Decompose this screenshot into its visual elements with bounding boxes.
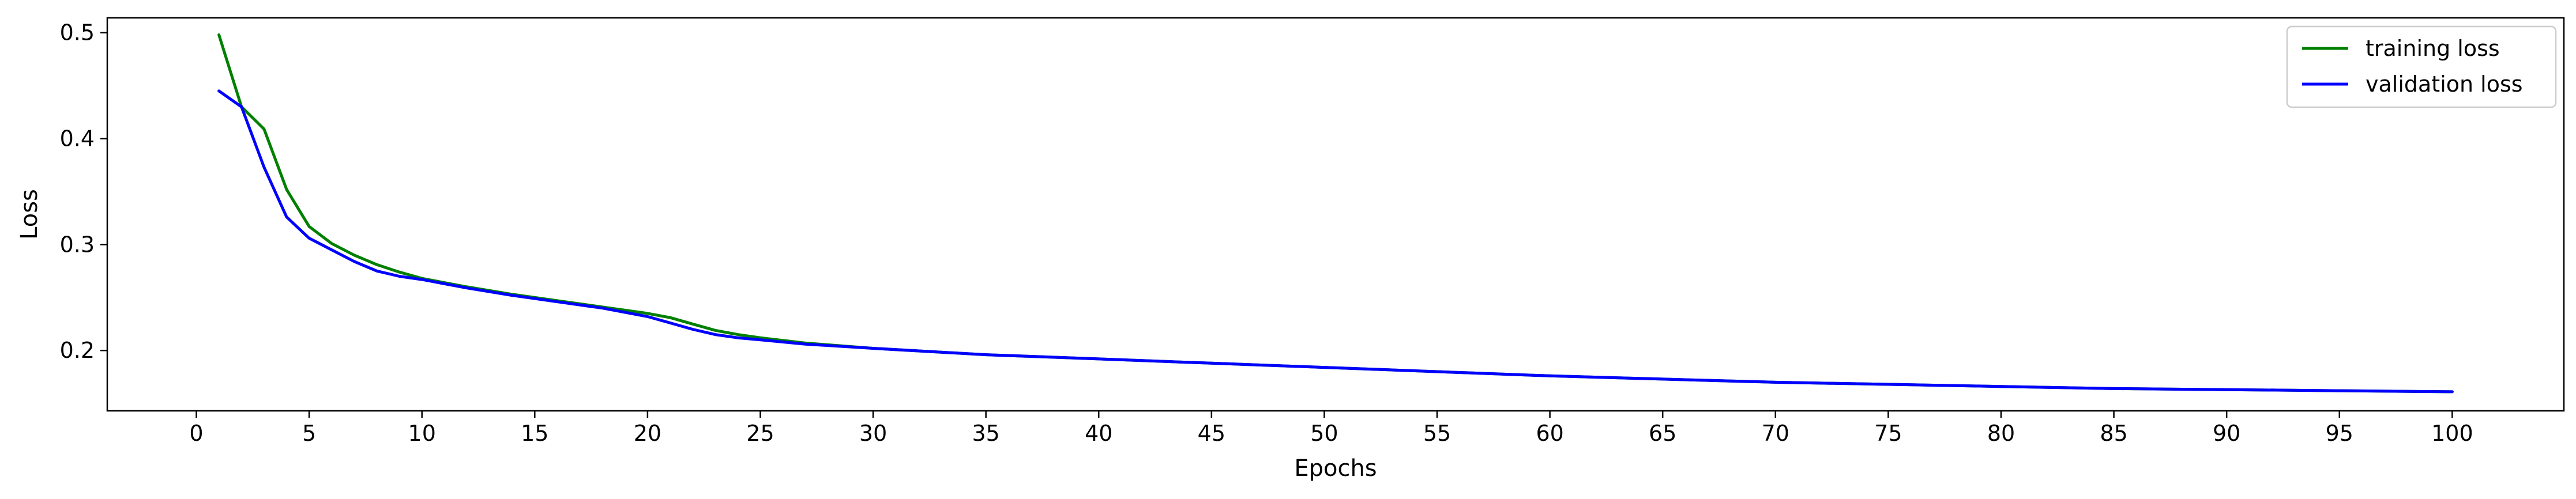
legend: training loss validation loss (2286, 25, 2557, 108)
x-tick-label-30: 30 (859, 421, 887, 446)
plot-area (107, 18, 2564, 411)
x-tick-label-55: 55 (1423, 421, 1451, 446)
x-tick-label-100: 100 (2431, 421, 2473, 446)
x-axis-title: Epochs (1294, 455, 1377, 482)
y-axis: 0.2 0.3 0.4 0.5 (60, 20, 107, 363)
y-tick-label-0.4: 0.4 (60, 126, 95, 152)
x-tick-label-60: 60 (1536, 421, 1563, 446)
x-tick-label-65: 65 (1649, 421, 1676, 446)
validation-loss-line (217, 89, 2454, 394)
x-tick-label-40: 40 (1085, 421, 1112, 446)
x-tick-label-70: 70 (1762, 421, 1789, 446)
plot-frame (106, 17, 2565, 412)
x-tick-label-50: 50 (1310, 421, 1338, 446)
legend-label-training: training loss (2366, 36, 2500, 61)
x-tick-label-15: 15 (521, 421, 548, 446)
y-axis-title: Loss (16, 189, 43, 240)
y-tick-label-0.2: 0.2 (60, 338, 95, 363)
x-tick-label-35: 35 (972, 421, 999, 446)
y-tick-label-0.3: 0.3 (60, 232, 95, 257)
x-tick-label-95: 95 (2326, 421, 2353, 446)
x-tick-label-10: 10 (408, 421, 436, 446)
x-tick-label-20: 20 (634, 421, 661, 446)
x-tick-label-85: 85 (2100, 421, 2127, 446)
x-tick-label-75: 75 (1874, 421, 1902, 446)
series-layer (217, 33, 2454, 394)
y-tick-label-0.5: 0.5 (60, 20, 95, 46)
x-tick-label-0: 0 (189, 421, 203, 446)
x-tick-label-45: 45 (1198, 421, 1225, 446)
x-tick-label-80: 80 (1987, 421, 2015, 446)
x-tick-label-90: 90 (2213, 421, 2240, 446)
x-axis: 0 5 10 15 20 25 30 35 40 45 50 55 60 65 70 75 80 85 90 95 10… (189, 411, 2473, 446)
legend-label-validation: validation loss (2366, 71, 2523, 97)
legend-box (2286, 25, 2557, 108)
x-tick-label-25: 25 (746, 421, 774, 446)
x-tick-label-5: 5 (302, 421, 316, 446)
